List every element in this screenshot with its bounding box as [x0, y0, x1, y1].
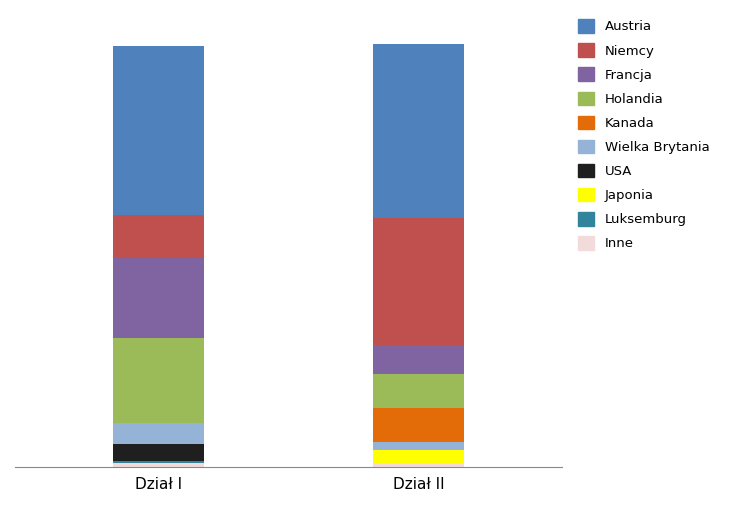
- Bar: [373, 442, 464, 450]
- Bar: [112, 215, 204, 258]
- Bar: [112, 258, 204, 338]
- Legend: Austria, Niemcy, Francja, Holandia, Kanada, Wielka Brytania, USA, Japonia, Lukse: Austria, Niemcy, Francja, Holandia, Kana…: [573, 14, 715, 256]
- Bar: [373, 345, 464, 374]
- Bar: [373, 463, 464, 467]
- Bar: [112, 423, 204, 444]
- Bar: [373, 374, 464, 408]
- Bar: [112, 338, 204, 423]
- Bar: [373, 450, 464, 463]
- Bar: [373, 408, 464, 442]
- Bar: [112, 461, 204, 463]
- Bar: [373, 218, 464, 345]
- Bar: [112, 46, 204, 215]
- Bar: [112, 463, 204, 467]
- Bar: [112, 444, 204, 461]
- Bar: [373, 44, 464, 218]
